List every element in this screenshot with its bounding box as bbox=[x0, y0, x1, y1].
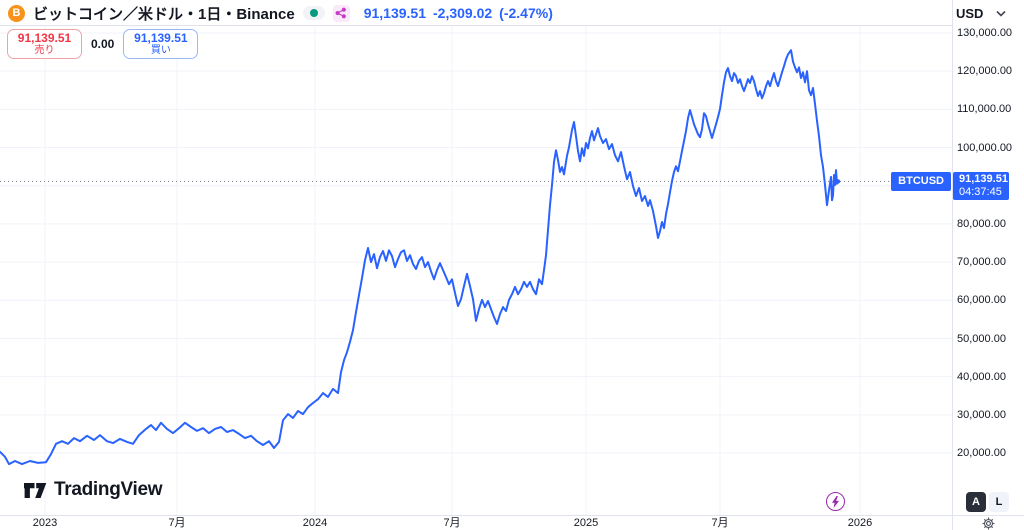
chart-header: B ビットコイン／米ドル・1日・Binance 91,139.51 -2,309… bbox=[0, 0, 553, 26]
bar-countdown: 04:37:45 bbox=[959, 185, 1002, 198]
share-icon bbox=[335, 7, 347, 19]
price-axis-label: 40,000.00 bbox=[957, 370, 1006, 383]
bitcoin-icon: B bbox=[8, 4, 25, 22]
market-status-pill bbox=[302, 6, 325, 20]
price-axis-label: 130,000.00 bbox=[957, 27, 1013, 39]
price-axis-label: 120,000.00 bbox=[957, 65, 1013, 78]
time-axis-label: 7月 bbox=[168, 517, 186, 529]
price-axis-label: 20,000.00 bbox=[957, 447, 1006, 459]
quote-strip: 91,139.51 -2,309.02 (-2.47%) bbox=[364, 5, 553, 21]
market-status-dot-icon bbox=[309, 9, 318, 17]
lightning-icon bbox=[832, 495, 839, 508]
chevron-down-icon bbox=[996, 10, 1007, 17]
price-change: -2,309.02 bbox=[433, 5, 493, 21]
price-axis-label: 60,000.00 bbox=[957, 294, 1006, 307]
sell-label: 売り bbox=[34, 44, 55, 56]
current-price-value: 91,139.51 bbox=[959, 172, 1008, 185]
symbol-title: ビットコイン／米ドル・1日・Binance bbox=[33, 5, 295, 23]
tradingview-logo-text: TradingView bbox=[54, 479, 163, 500]
trade-panel: 91,139.51 売り 0.00 91,139.51 買い bbox=[7, 29, 199, 59]
last-price: 91,139.51 bbox=[363, 5, 426, 21]
gear-icon bbox=[982, 517, 994, 530]
sell-button[interactable]: 91,139.51 売り bbox=[7, 29, 82, 59]
tradingview-logo[interactable]: TradingView bbox=[24, 479, 163, 501]
tradingview-logo-icon bbox=[24, 482, 47, 498]
time-axis-label: 2025 bbox=[573, 517, 599, 529]
price-axis-label: 80,000.00 bbox=[957, 217, 1006, 230]
price-change-percent: (-2.47%) bbox=[499, 5, 553, 21]
log-scale-button[interactable]: L bbox=[989, 492, 1009, 512]
settings-button[interactable] bbox=[981, 517, 995, 530]
buy-button[interactable]: 91,139.51 買い bbox=[123, 29, 199, 59]
time-axis-label: 2026 bbox=[847, 517, 873, 529]
price-axis-label: 50,000.00 bbox=[957, 332, 1006, 345]
price-axis-label: 110,000.00 bbox=[957, 103, 1012, 116]
price-axis-label: 30,000.00 bbox=[957, 408, 1006, 421]
currency-select[interactable]: USD bbox=[956, 2, 1007, 24]
buy-label: 買い bbox=[150, 44, 171, 56]
time-axis-label: 7月 bbox=[711, 517, 729, 529]
spread-value: 0.00 bbox=[91, 37, 115, 51]
price-axis-divider bbox=[952, 0, 953, 530]
header-divider bbox=[0, 25, 952, 26]
symbol-price-flag: BTCUSD bbox=[891, 171, 951, 191]
share-button[interactable] bbox=[332, 4, 350, 22]
buy-price: 91,139.51 bbox=[134, 30, 188, 45]
time-axis-label: 2023 bbox=[32, 517, 58, 529]
sell-price: 91,139.51 bbox=[17, 30, 72, 45]
price-axis-label: 100,000.00 bbox=[957, 141, 1013, 154]
time-axis-label: 2024 bbox=[302, 517, 328, 529]
time-axis-divider bbox=[0, 515, 1024, 516]
time-axis-label: 7月 bbox=[443, 517, 461, 529]
lightning-button[interactable] bbox=[826, 492, 845, 511]
current-price-badge: 91,139.51 04:37:45 bbox=[953, 171, 1009, 200]
currency-value: USD bbox=[956, 5, 984, 21]
auto-scale-button[interactable]: A bbox=[966, 492, 986, 512]
price-axis-label: 70,000.00 bbox=[957, 256, 1006, 269]
